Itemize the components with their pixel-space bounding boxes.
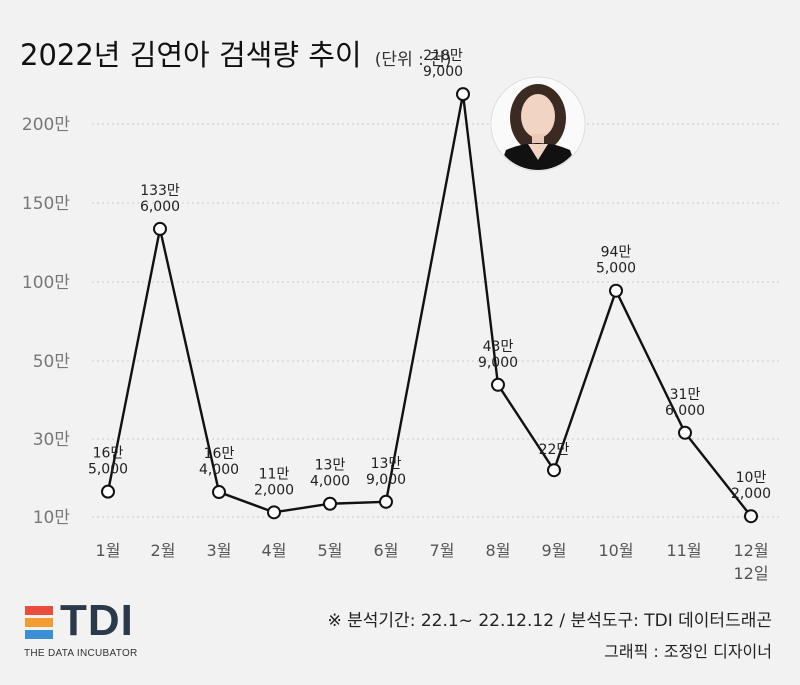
chart-title: 2022년 김연아 검색량 추이 (단위 : 건) <box>20 32 452 74</box>
data-point <box>153 221 167 236</box>
x-tick-label: 5월 <box>318 541 343 560</box>
x-axis-ticks: 1월 2월 3월 4월 5월 6월 7월 8월 9월 10월 11월 12월 12일 <box>96 541 769 583</box>
x-tick-label: 9월 <box>542 541 567 560</box>
x-tick-label: 2월 <box>151 541 176 560</box>
x-tick-label: 6월 <box>374 541 399 560</box>
graphic-credit: 그래픽 : 조정인 디자이너 <box>604 642 772 661</box>
data-label-sub: 6,000 <box>665 403 705 419</box>
y-axis-ticks: 10만 30만 50만 100만 150만 200만 <box>22 115 70 528</box>
data-label-sub: 2,000 <box>731 486 771 502</box>
data-label-main: 43만 <box>483 339 514 355</box>
data-label-main: 13만 <box>371 456 402 472</box>
data-label-sub: 6,000 <box>140 199 180 215</box>
data-point <box>456 87 470 102</box>
data-label-main: 94만 <box>601 245 632 261</box>
x-tick-label: 12일 <box>733 564 768 583</box>
y-tick-label: 50만 <box>33 352 71 372</box>
data-label-sub: 4,000 <box>199 462 239 478</box>
data-point <box>547 463 561 478</box>
data-label-sub: 9,000 <box>366 472 406 488</box>
x-tick-label: 11월 <box>666 541 701 560</box>
avatar <box>490 76 586 172</box>
data-point <box>491 377 505 392</box>
y-tick-label: 100만 <box>22 273 70 293</box>
x-tick-label: 10월 <box>598 541 633 560</box>
data-point <box>744 509 758 524</box>
data-label-main: 10만 <box>736 470 767 486</box>
data-label-main: 16만 <box>204 446 235 462</box>
tdi-logo-tagline: THE DATA INCUBATOR <box>24 648 138 659</box>
data-label-main: 16만 <box>93 446 124 462</box>
y-tick-label: 200만 <box>22 115 70 135</box>
data-label-sub: 9,000 <box>423 64 463 80</box>
data-point <box>267 505 281 520</box>
y-tick-label: 150만 <box>22 194 70 214</box>
data-points <box>101 87 758 524</box>
data-point <box>379 494 393 509</box>
y-tick-label: 30만 <box>33 430 71 450</box>
data-point <box>212 485 226 500</box>
y-tick-label: 10만 <box>33 508 71 528</box>
data-label-main: 218만 <box>423 48 463 64</box>
data-label-main: 13만 <box>315 458 346 474</box>
x-tick-label: 4월 <box>262 541 287 560</box>
line-chart: 10만 30만 50만 100만 150만 200만 1월 2월 3월 4월 5월 6월 7월 8월 9월… <box>22 48 780 583</box>
x-tick-label: 3월 <box>207 541 232 560</box>
data-label-sub: 2,000 <box>254 482 294 498</box>
data-point <box>609 283 623 298</box>
data-label-sub: 4,000 <box>310 474 350 490</box>
data-label-sub: 5,000 <box>596 261 636 277</box>
chart-title-text: 2022년 김연아 검색량 추이 <box>20 38 362 72</box>
data-label-main: 133만 <box>140 183 180 199</box>
chart-unit: (단위 : 건) <box>374 50 452 70</box>
x-tick-label: 1월 <box>96 541 121 560</box>
data-label-sub: 9,000 <box>478 355 518 371</box>
data-label-sub: 5,000 <box>88 462 128 478</box>
data-point <box>101 484 115 499</box>
x-tick-label: 7월 <box>430 541 455 560</box>
source-note: ※ 분석기간: 22.1~ 22.12.12 / 분석도구: TDI 데이터드래… <box>327 611 772 631</box>
data-label-main: 31만 <box>670 387 701 403</box>
data-point <box>678 425 692 440</box>
data-label-main: 22만 <box>539 442 570 458</box>
grid-lines <box>92 123 780 518</box>
x-tick-label: 8월 <box>486 541 511 560</box>
tdi-logo-text: TDI <box>60 596 134 645</box>
series-line <box>106 93 752 517</box>
data-point <box>323 496 337 511</box>
x-tick-label: 12월 <box>733 541 768 560</box>
data-label-main: 11만 <box>259 466 290 482</box>
